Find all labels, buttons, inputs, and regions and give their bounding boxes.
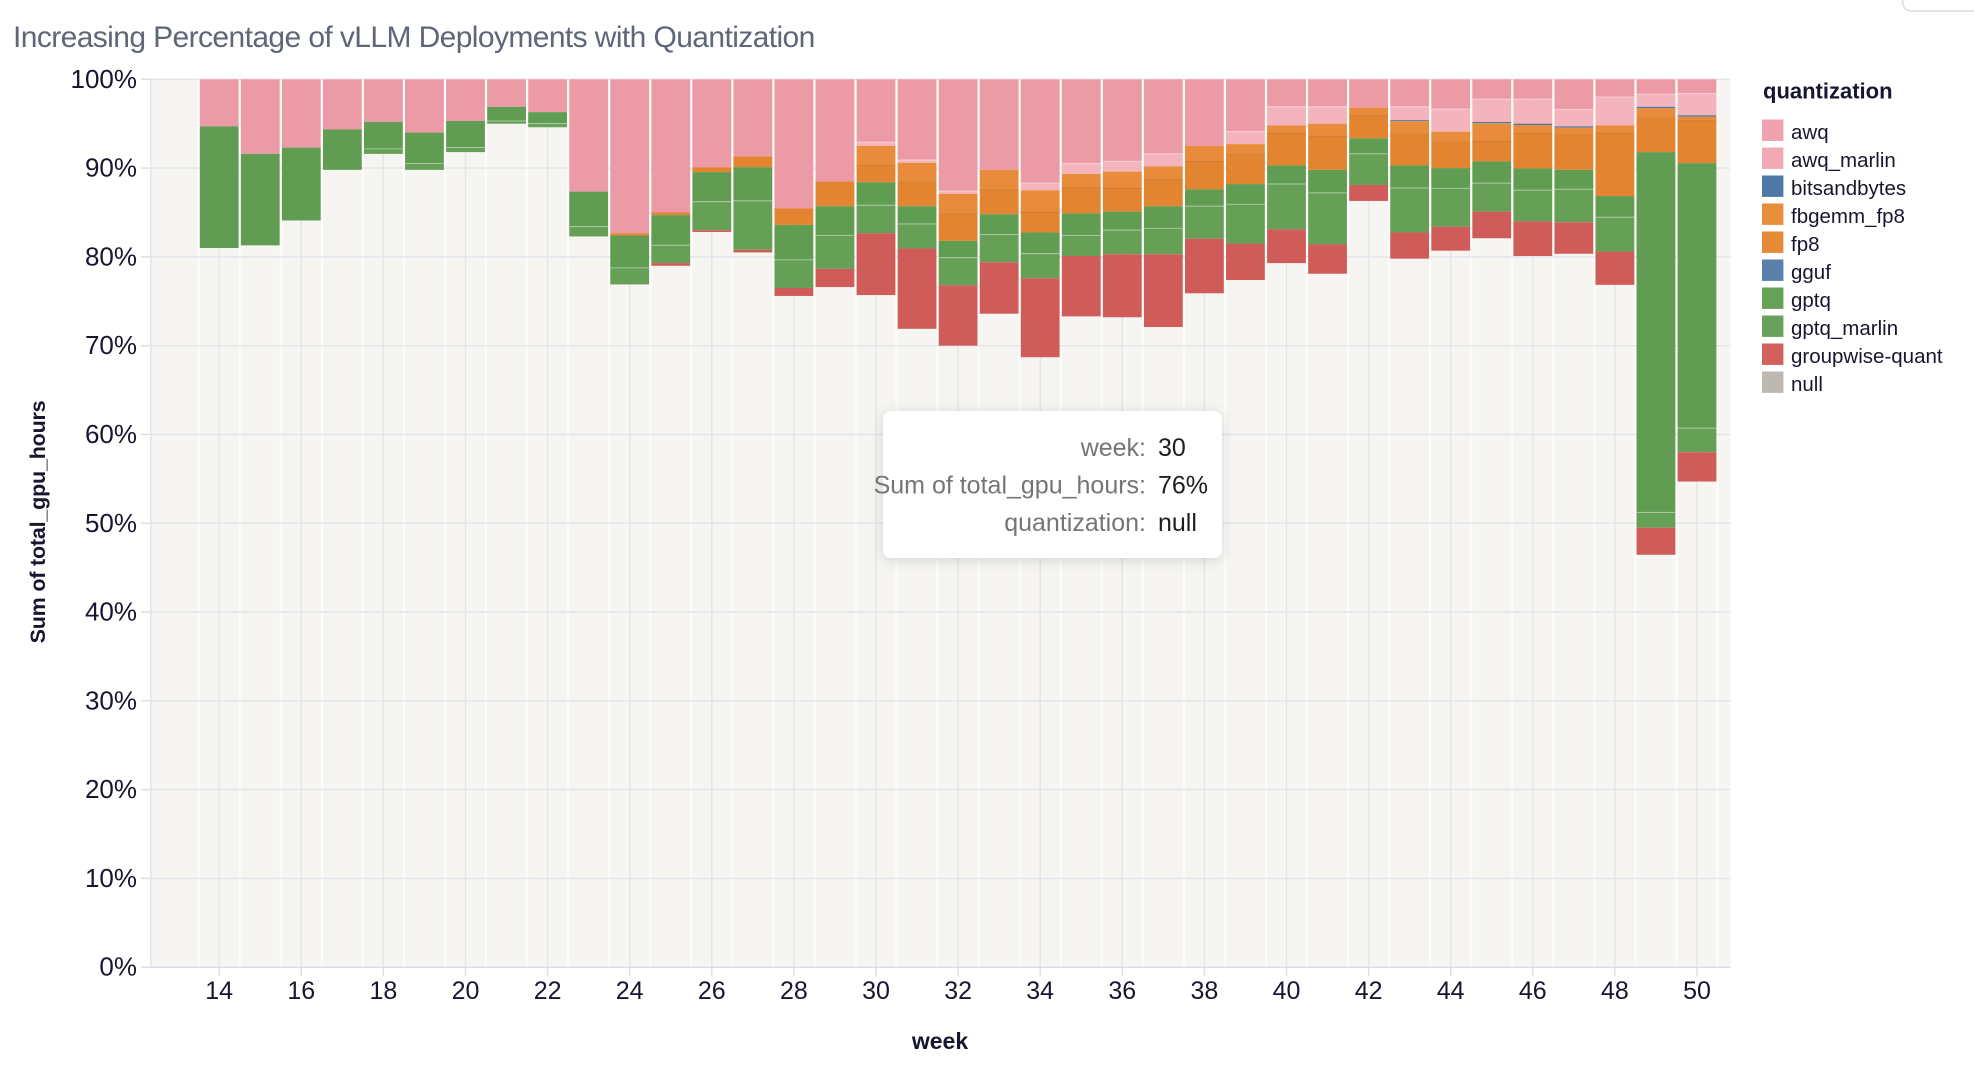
svg-text:Sum of total_gpu_hours: Sum of total_gpu_hours [26, 400, 50, 643]
svg-text:0%: 0% [99, 952, 137, 982]
svg-text:46: 46 [1519, 977, 1547, 1005]
svg-text:week: week [911, 1028, 968, 1054]
svg-text:week:: week: [1080, 434, 1146, 462]
svg-text:quantization: quantization [1763, 79, 1893, 104]
svg-text:60%: 60% [85, 419, 137, 449]
svg-text:fp8: fp8 [1791, 233, 1820, 256]
svg-text:10%: 10% [85, 863, 137, 893]
svg-text:42: 42 [1355, 977, 1383, 1005]
svg-text:36: 36 [1108, 977, 1136, 1005]
svg-text:70%: 70% [85, 330, 137, 360]
svg-text:100%: 100% [71, 64, 138, 94]
svg-text:48: 48 [1601, 977, 1629, 1005]
svg-text:32: 32 [944, 977, 972, 1005]
svg-text:44: 44 [1437, 977, 1465, 1005]
svg-text:16: 16 [287, 977, 315, 1005]
svg-text:30: 30 [862, 977, 890, 1005]
svg-text:24: 24 [616, 977, 644, 1005]
svg-text:Sum of total_gpu_hours:: Sum of total_gpu_hours: [874, 472, 1146, 500]
svg-text:76%: 76% [1158, 472, 1208, 500]
svg-text:bitsandbytes: bitsandbytes [1791, 177, 1906, 200]
svg-text:30: 30 [1158, 434, 1186, 462]
svg-text:20: 20 [452, 977, 480, 1005]
svg-text:38: 38 [1190, 977, 1218, 1005]
svg-text:30%: 30% [85, 685, 137, 715]
svg-text:20%: 20% [85, 774, 137, 804]
svg-text:40: 40 [1273, 977, 1301, 1005]
svg-text:gguf: gguf [1791, 261, 1831, 284]
svg-text:18: 18 [369, 977, 397, 1005]
svg-text:null: null [1791, 373, 1823, 396]
svg-text:90%: 90% [85, 153, 137, 183]
svg-text:14: 14 [205, 977, 233, 1005]
svg-text:gptq: gptq [1791, 289, 1831, 312]
svg-text:34: 34 [1026, 977, 1054, 1005]
svg-text:28: 28 [780, 977, 808, 1005]
svg-text:groupwise-quant: groupwise-quant [1791, 345, 1943, 368]
svg-text:quantization:: quantization: [1004, 509, 1146, 537]
svg-text:26: 26 [698, 977, 726, 1005]
svg-text:40%: 40% [85, 597, 137, 627]
svg-text:22: 22 [534, 977, 562, 1005]
svg-text:awq_marlin: awq_marlin [1791, 149, 1896, 172]
svg-text:fbgemm_fp8: fbgemm_fp8 [1791, 205, 1905, 228]
svg-text:gptq_marlin: gptq_marlin [1791, 317, 1898, 340]
svg-text:50%: 50% [85, 508, 137, 538]
svg-text:Increasing Percentage of vLLM: Increasing Percentage of vLLM Deployment… [13, 21, 815, 54]
svg-text:80%: 80% [85, 241, 137, 271]
svg-text:awq: awq [1791, 121, 1829, 144]
svg-text:50: 50 [1683, 977, 1711, 1005]
svg-text:null: null [1158, 509, 1197, 537]
